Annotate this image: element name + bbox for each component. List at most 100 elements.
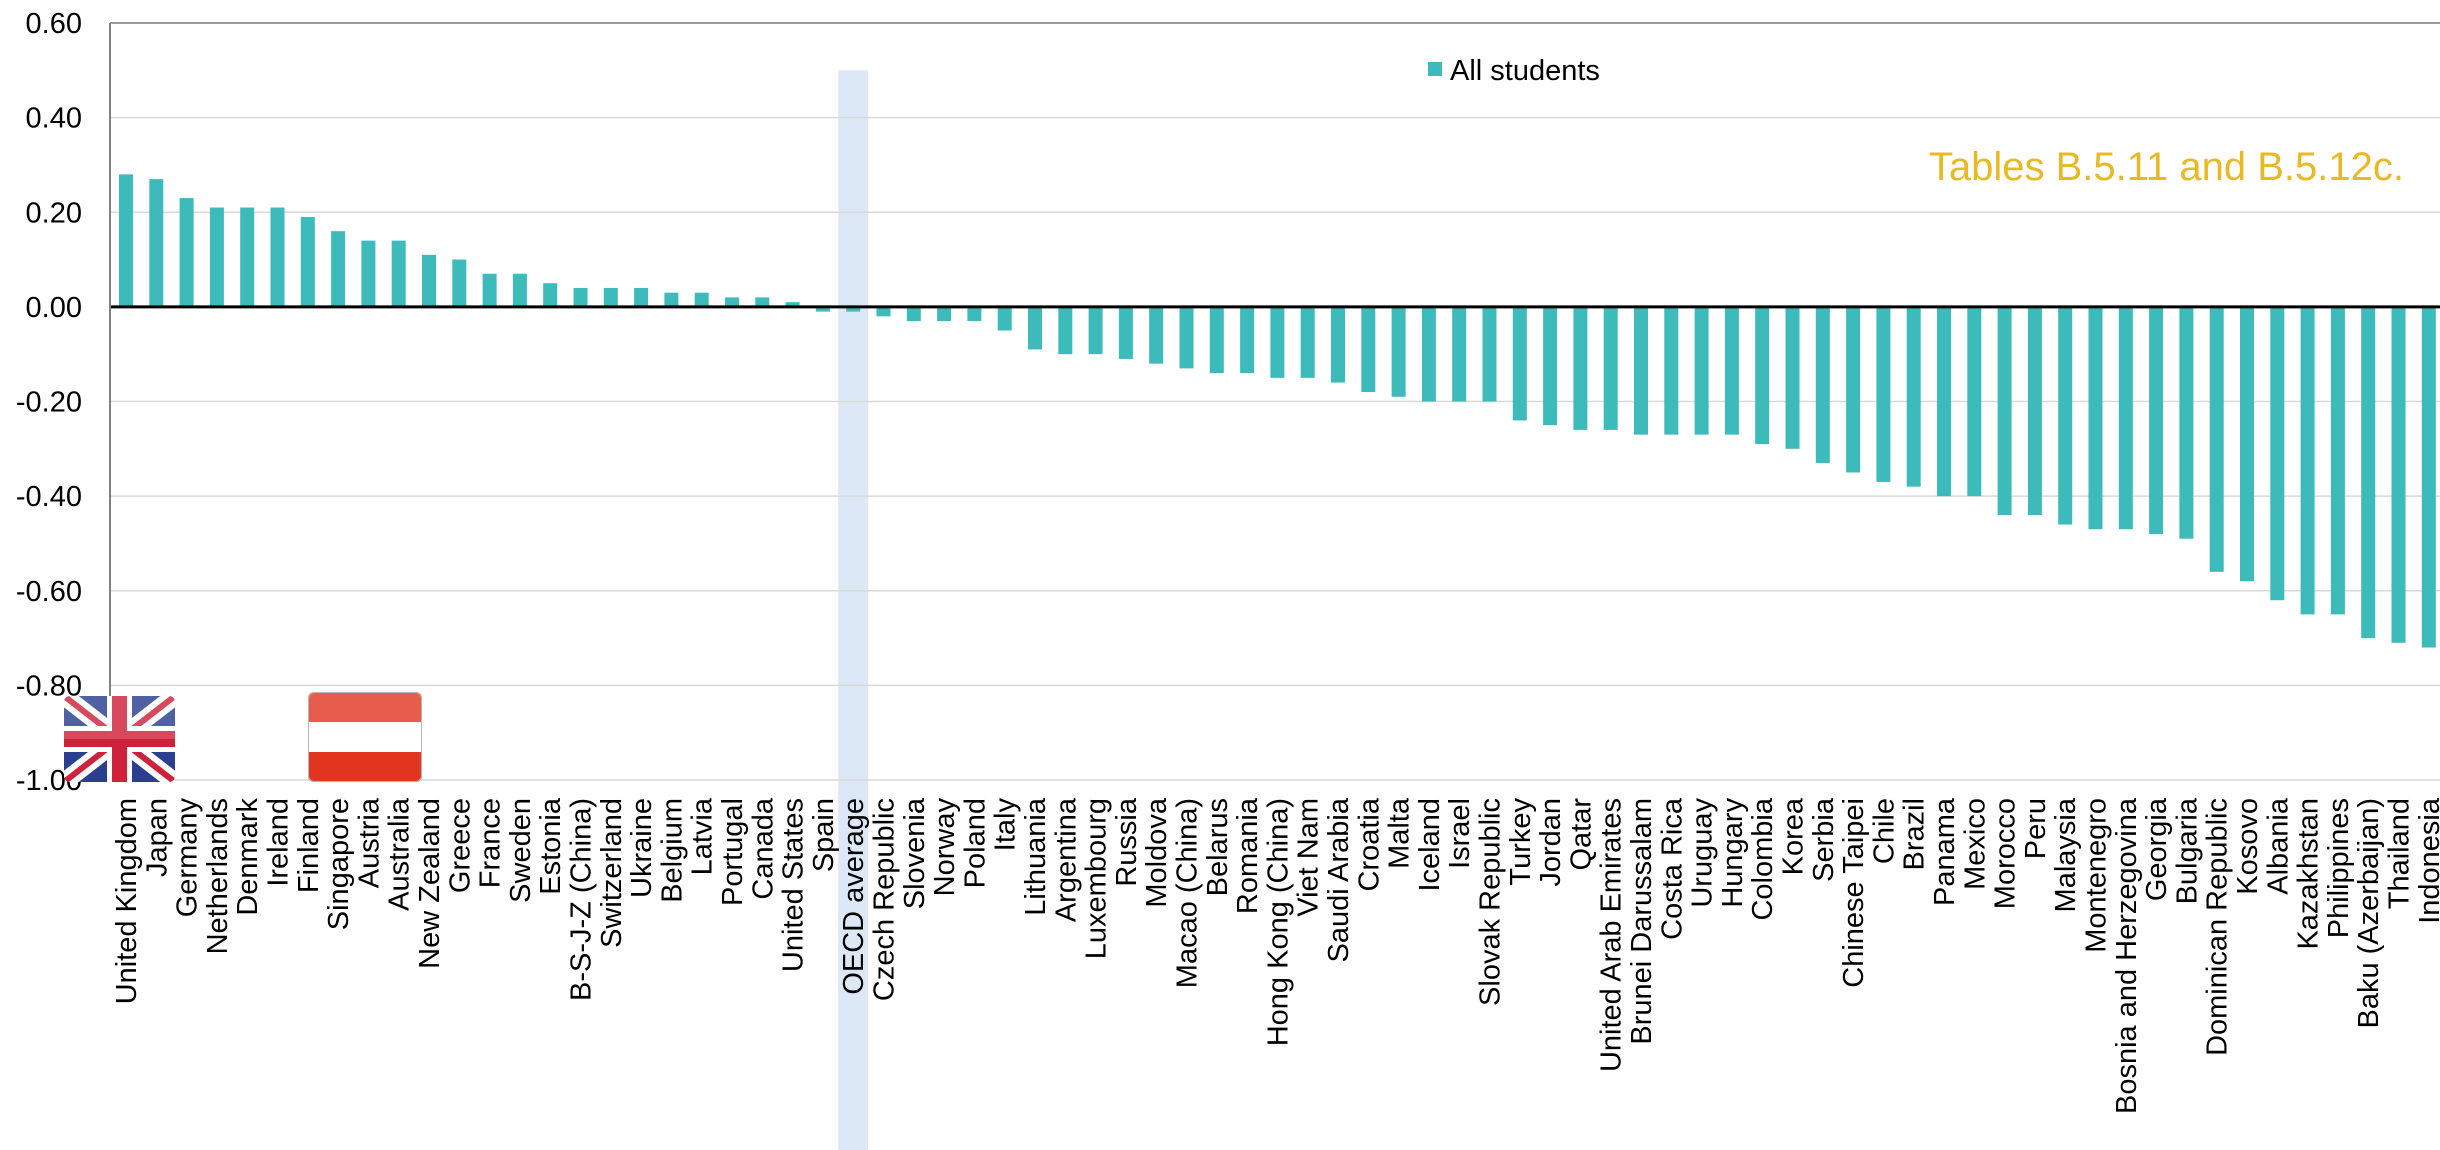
bar-malta: [1391, 306, 1406, 397]
legend-swatch-all-students: [1428, 62, 1442, 76]
x-label: Sweden: [505, 798, 537, 903]
bar-lithuania: [1028, 306, 1042, 350]
x-label: Morocco: [1990, 798, 2022, 909]
x-label: Luxembourg: [1081, 798, 1113, 959]
austria-flag-icon: [308, 692, 422, 782]
x-label: Greece: [444, 798, 476, 893]
bar-b-s-j-z-china: [573, 287, 588, 307]
x-label: Norway: [929, 798, 961, 897]
y-tick-label: -0.20: [16, 387, 82, 419]
bar-oecd-average: [846, 306, 861, 312]
x-label: Peru: [2020, 798, 2052, 859]
x-label: Malaysia: [2050, 797, 2082, 912]
source-tables-note: Tables B.5.11 and B.5.12c.: [1929, 145, 2404, 189]
x-label: Albania: [2262, 797, 2294, 895]
bars: [119, 174, 2436, 648]
bar-germany: [179, 198, 194, 307]
x-axis-labels: United KingdomJapanGermanyNetherlandsDen…: [111, 797, 2440, 1114]
bar-bosnia-and-herzegovina: [2118, 306, 2133, 530]
bar-norway: [937, 306, 952, 322]
x-label: Jordan: [1535, 798, 1567, 887]
x-label: Denmark: [232, 798, 264, 916]
x-label: United States: [778, 798, 810, 972]
bar-russia: [1118, 306, 1133, 359]
bar-turkey: [1512, 306, 1527, 421]
x-label: Bulgaria: [2171, 797, 2203, 904]
bar-france: [482, 273, 497, 307]
x-label: Georgia: [2141, 797, 2173, 901]
bar-montenegro: [2088, 306, 2103, 530]
bar-belarus: [1209, 306, 1224, 374]
x-label: New Zealand: [414, 798, 446, 969]
x-label: Russia: [1111, 797, 1143, 887]
x-label: Qatar: [1565, 798, 1597, 871]
bar-kosovo: [2240, 306, 2254, 582]
x-label: OECD average: [838, 798, 870, 995]
x-label: Netherlands: [202, 798, 234, 954]
x-label: Macao (China): [1172, 798, 1204, 988]
bar-malaysia: [2058, 306, 2073, 525]
bar-kazakhstan: [2300, 306, 2315, 615]
bar-czech-republic: [876, 306, 891, 317]
bar-ukraine: [634, 287, 649, 307]
x-label: Israel: [1444, 798, 1476, 869]
x-label: Viet Nam: [1293, 798, 1325, 917]
x-label: Spain: [808, 798, 840, 872]
bar-bulgaria: [2179, 306, 2194, 539]
bar-sweden: [512, 273, 527, 307]
x-label: Italy: [990, 798, 1022, 852]
bar-qatar: [1573, 306, 1588, 430]
y-tick-label: 0.20: [26, 197, 82, 229]
x-label: Belgium: [656, 798, 688, 903]
bar-hong-kong-china: [1270, 306, 1285, 378]
x-label: Iceland: [1414, 798, 1446, 892]
x-label: Bosnia and Herzegovina: [2111, 797, 2143, 1114]
bar-uruguay: [1694, 306, 1709, 435]
x-label: Moldova: [1141, 797, 1173, 907]
bar-japan: [149, 179, 164, 307]
bar-saudi-arabia: [1331, 306, 1345, 383]
bar-united-kingdom: [119, 174, 133, 307]
x-label: Australia: [384, 797, 416, 911]
bar-finland: [300, 216, 315, 307]
x-label: Estonia: [535, 797, 567, 895]
x-label: Argentina: [1050, 797, 1082, 922]
bar-serbia: [1815, 306, 1830, 464]
x-label: Malta: [1384, 797, 1416, 869]
bar-thailand: [2391, 306, 2406, 643]
bar-denmark: [240, 207, 255, 307]
bar-viet-nam: [1300, 306, 1315, 378]
bar-israel: [1452, 306, 1467, 402]
x-label: Turkey: [1505, 798, 1537, 886]
x-label: Portugal: [717, 798, 749, 906]
bar-philippines: [2330, 306, 2345, 615]
y-axis-tick-labels: -1.00-0.80-0.60-0.40-0.200.000.200.400.6…: [16, 8, 82, 797]
bar-estonia: [543, 283, 558, 307]
x-label: Lithuania: [1020, 797, 1052, 916]
x-label: Indonesia: [2414, 797, 2440, 924]
bar-costa-rica: [1664, 306, 1679, 435]
bar-georgia: [2149, 306, 2164, 534]
x-label: Brunei Darussalam: [1626, 798, 1658, 1045]
bar-brazil: [1906, 306, 1921, 487]
bar-latvia: [694, 292, 709, 307]
x-label: Baku (Azerbaijan): [2353, 798, 2385, 1029]
x-label: Kazakhstan: [2293, 798, 2325, 950]
x-label: B-S-J-Z (China): [566, 798, 598, 1001]
bar-argentina: [1058, 306, 1073, 355]
bar-switzerland: [603, 287, 618, 307]
bar-united-arab-emirates: [1603, 306, 1618, 430]
bar-croatia: [1361, 306, 1376, 393]
x-label: Kosovo: [2232, 798, 2264, 895]
bar-netherlands: [209, 207, 224, 307]
x-label: Panama: [1929, 797, 1961, 906]
x-label: Singapore: [323, 798, 355, 930]
x-label: Switzerland: [596, 798, 628, 948]
bar-morocco: [1997, 306, 2012, 516]
x-label: France: [475, 798, 507, 888]
x-label: United Arab Emirates: [1596, 798, 1628, 1072]
x-label: Croatia: [1353, 797, 1385, 891]
bar-slovenia: [906, 306, 921, 322]
bar-indonesia: [2421, 306, 2436, 648]
